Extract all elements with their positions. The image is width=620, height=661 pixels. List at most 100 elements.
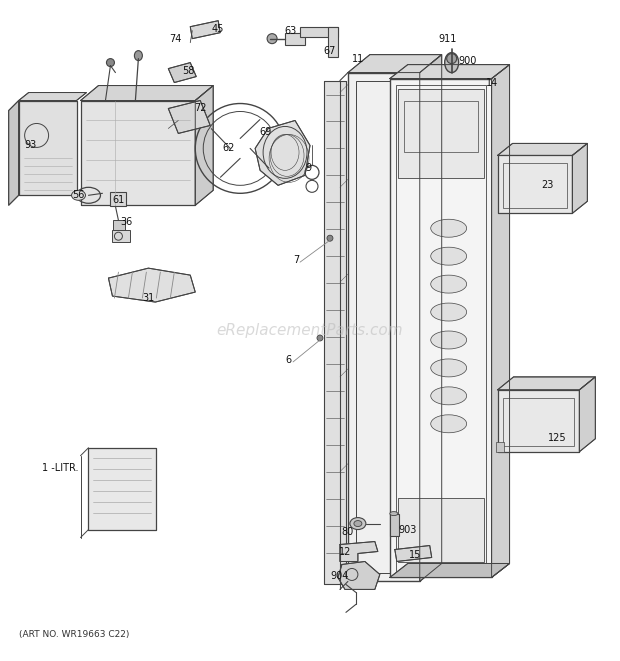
Bar bbox=[112, 230, 130, 242]
Text: 15: 15 bbox=[409, 551, 421, 561]
Polygon shape bbox=[195, 85, 213, 206]
Text: 62: 62 bbox=[222, 143, 234, 153]
Text: 93: 93 bbox=[25, 140, 37, 151]
Polygon shape bbox=[168, 63, 197, 83]
Bar bbox=[498, 155, 572, 214]
Ellipse shape bbox=[71, 190, 86, 200]
Polygon shape bbox=[81, 100, 195, 206]
Ellipse shape bbox=[327, 235, 333, 241]
Text: 900: 900 bbox=[458, 56, 477, 65]
Ellipse shape bbox=[390, 512, 398, 516]
Polygon shape bbox=[390, 65, 510, 79]
Polygon shape bbox=[19, 100, 76, 195]
Text: 45: 45 bbox=[212, 24, 224, 34]
Ellipse shape bbox=[431, 303, 467, 321]
Ellipse shape bbox=[267, 34, 277, 44]
Polygon shape bbox=[390, 563, 510, 578]
Text: 63: 63 bbox=[284, 26, 296, 36]
Polygon shape bbox=[572, 143, 587, 214]
Text: 9: 9 bbox=[305, 163, 311, 173]
Text: 903: 903 bbox=[399, 525, 417, 535]
Bar bbox=[396, 85, 485, 572]
Bar bbox=[390, 79, 492, 578]
Polygon shape bbox=[324, 81, 346, 584]
Polygon shape bbox=[9, 100, 19, 206]
Bar bbox=[390, 514, 399, 535]
Text: 36: 36 bbox=[120, 217, 133, 227]
Bar bbox=[356, 81, 412, 574]
Bar bbox=[404, 100, 477, 153]
Text: 6: 6 bbox=[285, 355, 291, 365]
Polygon shape bbox=[340, 541, 378, 561]
Text: 31: 31 bbox=[142, 293, 154, 303]
Text: 72: 72 bbox=[194, 104, 206, 114]
Polygon shape bbox=[420, 55, 441, 582]
Polygon shape bbox=[580, 377, 595, 451]
Polygon shape bbox=[89, 447, 156, 529]
Ellipse shape bbox=[317, 335, 323, 341]
Text: 125: 125 bbox=[548, 433, 567, 443]
Polygon shape bbox=[19, 93, 87, 100]
Ellipse shape bbox=[354, 521, 362, 527]
Bar bbox=[398, 498, 484, 563]
Bar bbox=[495, 442, 503, 451]
Polygon shape bbox=[498, 155, 572, 214]
Polygon shape bbox=[498, 390, 580, 451]
Text: 61: 61 bbox=[112, 195, 125, 206]
Polygon shape bbox=[498, 377, 595, 390]
Text: 904: 904 bbox=[330, 572, 349, 582]
Bar bbox=[398, 89, 484, 178]
Ellipse shape bbox=[431, 359, 467, 377]
Bar bbox=[498, 390, 580, 451]
Bar bbox=[328, 26, 338, 57]
Bar bbox=[113, 220, 125, 230]
Text: 911: 911 bbox=[438, 34, 457, 44]
Text: 74: 74 bbox=[169, 34, 182, 44]
Bar bbox=[81, 100, 195, 206]
Bar bbox=[89, 447, 156, 529]
Text: 80: 80 bbox=[342, 527, 354, 537]
Polygon shape bbox=[108, 268, 195, 302]
Ellipse shape bbox=[431, 331, 467, 349]
Bar bbox=[300, 26, 338, 36]
Text: eReplacementParts.com: eReplacementParts.com bbox=[216, 323, 404, 338]
Ellipse shape bbox=[431, 387, 467, 405]
Bar bbox=[503, 163, 567, 208]
Ellipse shape bbox=[445, 53, 459, 73]
Text: 69: 69 bbox=[259, 128, 271, 137]
Polygon shape bbox=[168, 100, 210, 134]
Ellipse shape bbox=[431, 219, 467, 237]
Polygon shape bbox=[255, 120, 310, 185]
Polygon shape bbox=[390, 79, 492, 578]
Text: (ART NO. WR19663 C22): (ART NO. WR19663 C22) bbox=[19, 630, 129, 639]
Polygon shape bbox=[81, 85, 213, 100]
Bar bbox=[19, 100, 76, 195]
Text: 56: 56 bbox=[73, 190, 85, 200]
Bar bbox=[348, 73, 420, 582]
Text: 11: 11 bbox=[352, 54, 364, 63]
Ellipse shape bbox=[431, 247, 467, 265]
Ellipse shape bbox=[350, 518, 366, 529]
Text: 23: 23 bbox=[541, 180, 554, 190]
Text: 14: 14 bbox=[485, 77, 498, 87]
Text: 1 -LITR.: 1 -LITR. bbox=[42, 463, 79, 473]
Ellipse shape bbox=[107, 59, 115, 67]
Bar bbox=[503, 398, 574, 446]
Text: 12: 12 bbox=[339, 547, 351, 557]
Ellipse shape bbox=[431, 275, 467, 293]
Polygon shape bbox=[348, 73, 420, 582]
Polygon shape bbox=[338, 561, 380, 590]
Text: 67: 67 bbox=[324, 46, 336, 56]
Ellipse shape bbox=[431, 415, 467, 433]
Polygon shape bbox=[395, 545, 432, 561]
Polygon shape bbox=[492, 65, 510, 578]
Polygon shape bbox=[190, 20, 220, 38]
Text: 7: 7 bbox=[293, 255, 299, 265]
Bar bbox=[110, 192, 126, 206]
Ellipse shape bbox=[446, 54, 457, 63]
Polygon shape bbox=[348, 55, 441, 73]
Bar bbox=[285, 32, 305, 45]
Ellipse shape bbox=[135, 51, 143, 61]
Text: 58: 58 bbox=[182, 65, 195, 75]
Bar bbox=[324, 81, 346, 584]
